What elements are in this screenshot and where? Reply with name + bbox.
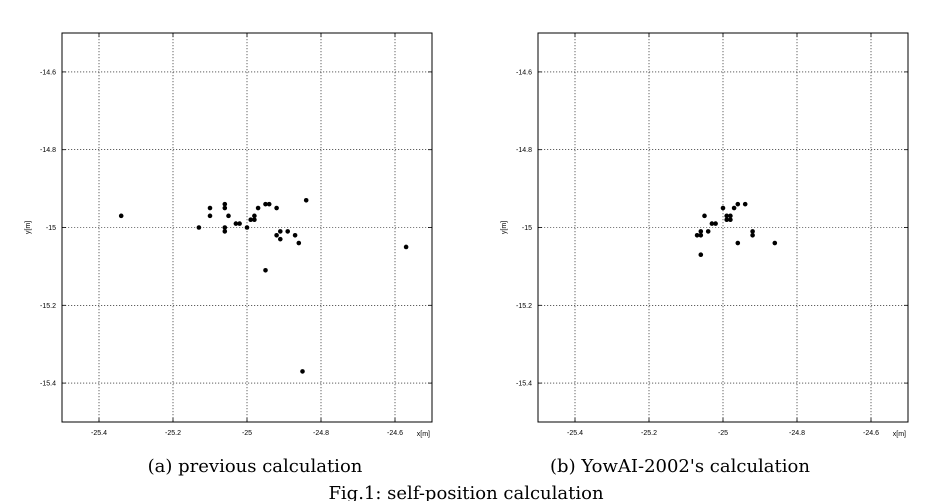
data-point xyxy=(196,225,202,230)
data-point xyxy=(300,369,305,374)
y-tick-label: -15.2 xyxy=(40,303,56,310)
plot-frame xyxy=(61,32,433,423)
data-point xyxy=(222,205,228,211)
y-tick-label: -14.8 xyxy=(516,147,532,154)
figure-caption: Fig.1: self-position calculation xyxy=(328,483,604,501)
data-point xyxy=(255,205,261,211)
data-point xyxy=(244,225,250,230)
y-tick-label: -15 xyxy=(46,225,56,232)
data-point xyxy=(222,225,228,230)
scatter-panel-a: -25.4 -25.2 -25 -24.8 -24.6 -14.6 -14.8 -15 -15.… xyxy=(25,32,433,438)
data-point xyxy=(728,213,733,219)
x-tick-label: -24.6 xyxy=(863,430,879,437)
data-point xyxy=(702,213,707,219)
data-point xyxy=(222,229,228,234)
x-tick-label: -25.2 xyxy=(165,430,181,437)
data-point xyxy=(118,213,124,219)
data-point xyxy=(207,205,213,211)
data-point xyxy=(713,221,718,226)
data-point xyxy=(724,213,729,219)
data-point xyxy=(698,229,704,234)
data-point xyxy=(735,240,741,246)
data-point xyxy=(303,197,309,203)
data-point xyxy=(263,267,268,273)
x-tick-label: -25.2 xyxy=(641,430,657,437)
data-point xyxy=(252,217,257,223)
x-axis-label: x[m] xyxy=(893,431,906,438)
data-point xyxy=(233,221,239,226)
y-tick-label: -15 xyxy=(522,225,532,232)
y-axis-label: y[m] xyxy=(501,221,508,234)
data-point xyxy=(263,201,268,207)
data-point xyxy=(698,232,704,238)
data-point xyxy=(709,221,715,226)
y-tick-label: -15.4 xyxy=(516,381,532,388)
data-point xyxy=(285,229,291,234)
x-tick-label: -25 xyxy=(242,430,252,437)
data-point xyxy=(742,201,748,207)
data-point xyxy=(705,229,711,234)
x-tick-label: -24.6 xyxy=(387,430,403,437)
data-point xyxy=(296,240,302,246)
caption-b: (b) YowAI-2002's calculation xyxy=(550,456,810,477)
plot-frame xyxy=(537,32,909,423)
data-point xyxy=(694,232,700,238)
data-point xyxy=(403,244,409,250)
data-point xyxy=(207,213,213,219)
y-tick-label: -15.2 xyxy=(516,303,532,310)
data-point xyxy=(274,205,279,211)
scatter-panel-b: -25.4 -25.2 -25 -24.8 -24.6 -14.6 -14.8 -15 -15.… xyxy=(501,32,909,438)
data-point xyxy=(278,236,283,242)
y-axis-label: y[m] xyxy=(25,221,32,234)
y-tick-label: -15.4 xyxy=(40,381,56,388)
data-point xyxy=(292,232,298,238)
data-point xyxy=(274,232,279,238)
data-point xyxy=(278,229,283,234)
x-tick-label: -24.8 xyxy=(313,430,329,437)
data-point xyxy=(222,201,228,207)
data-point xyxy=(731,205,737,211)
caption-a: (a) previous calculation xyxy=(147,456,363,477)
x-axis-label: x[m] xyxy=(417,431,430,438)
data-point xyxy=(724,217,729,223)
y-tick-label: -14.6 xyxy=(516,69,532,76)
x-tick-label: -25 xyxy=(718,430,728,437)
data-point xyxy=(772,240,778,246)
x-tick-label: -25.4 xyxy=(91,430,107,437)
data-point xyxy=(750,229,755,234)
x-tick-label: -25.4 xyxy=(567,430,583,437)
data-point xyxy=(237,221,242,226)
x-tick-label: -24.8 xyxy=(789,430,805,437)
y-tick-label: -14.8 xyxy=(40,147,56,154)
data-point xyxy=(750,232,755,238)
data-point xyxy=(248,217,253,223)
y-tick-label: -14.6 xyxy=(40,69,56,76)
data-point xyxy=(735,201,741,207)
data-point xyxy=(226,213,231,219)
data-point xyxy=(252,213,257,219)
data-point xyxy=(698,252,704,258)
data-point xyxy=(266,201,272,207)
data-point xyxy=(728,217,733,223)
data-point xyxy=(720,205,726,211)
